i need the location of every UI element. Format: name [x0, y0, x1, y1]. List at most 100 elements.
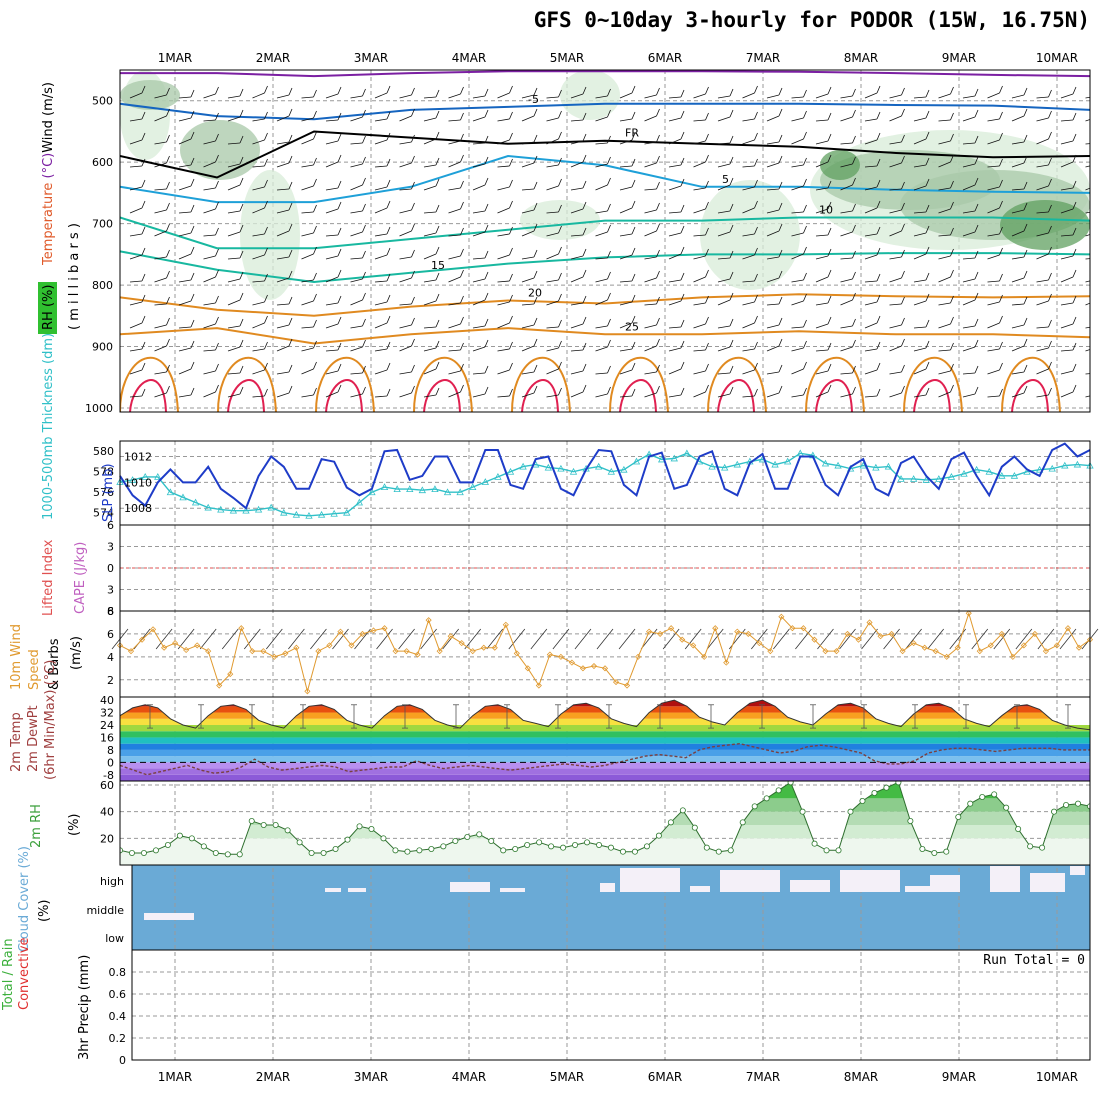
wind-barb-staff	[227, 231, 241, 237]
wind-speed-point	[987, 642, 994, 649]
wind-barb-flag	[362, 156, 366, 165]
wind-barb-flag	[582, 363, 587, 372]
wind-barb-flag	[974, 156, 979, 165]
wind-barb-staff	[325, 255, 339, 260]
wind-barb-staff	[889, 277, 902, 283]
rh2m-point	[943, 848, 950, 855]
wind-barb-flag	[754, 132, 758, 141]
rh-region	[560, 70, 620, 120]
wind-barb-flag	[190, 340, 195, 349]
cloud-gap	[905, 886, 930, 892]
wind-barb-staff	[546, 326, 559, 329]
rh2m-point	[584, 839, 591, 846]
wind-barb-flag	[166, 155, 170, 164]
wind-barb-staff	[497, 92, 510, 99]
wind-barb-staff	[864, 322, 878, 329]
wind-barb-staff	[301, 117, 314, 122]
wind-barb-flag	[950, 384, 954, 393]
thickness-point	[128, 476, 137, 483]
wind-speed-point	[811, 636, 818, 643]
wind-barb-flag	[729, 365, 734, 374]
wind-speed-point	[899, 648, 906, 655]
wind-barb-staff	[889, 141, 902, 145]
wind-barb-flag	[705, 316, 709, 325]
wind-barb-staff	[815, 323, 829, 329]
wind-barb-staff	[889, 115, 902, 122]
wind-barb-flag	[509, 158, 513, 167]
wind-barb-flag	[1072, 248, 1077, 257]
wind-barb-flag	[484, 365, 489, 374]
wind-barb-staff	[203, 140, 216, 145]
wind-speed-point	[491, 644, 498, 651]
wind-barb-flag	[484, 224, 489, 233]
wind-barb-flag	[631, 294, 636, 303]
wind-barb-staff	[546, 164, 559, 168]
rh2m-point	[859, 798, 866, 805]
wind-barb-staff	[1036, 326, 1049, 329]
date-label-bottom: 9MAR	[942, 1070, 977, 1084]
isotherm-line	[120, 250, 1090, 284]
rh-tick-label: 20	[100, 832, 114, 845]
wind-barb-flag	[558, 110, 562, 119]
wind-barb-flag	[558, 178, 562, 187]
wind-barb-flag	[803, 204, 807, 213]
wind-barb-staff	[276, 371, 290, 375]
wind-barb-staff	[472, 299, 486, 306]
wind-barb-flag	[337, 342, 342, 351]
wind-barb-flag	[239, 365, 244, 374]
wind-barb-staff	[1036, 138, 1049, 145]
wind-barb-staff	[154, 94, 167, 99]
wind-barb-staff	[350, 278, 363, 283]
wind-barb-flag	[313, 225, 317, 234]
wind-barb-staff	[203, 302, 216, 306]
wind-barb-10m	[1037, 628, 1055, 650]
wind-barb-flag	[607, 177, 611, 186]
wind-barb-flag	[631, 200, 636, 209]
wind-barb-staff	[864, 139, 878, 145]
wind-barb-staff	[178, 232, 192, 237]
wind-barb-flag	[386, 85, 391, 94]
wind-barb-flag	[533, 270, 538, 279]
wind-speed-point	[161, 644, 168, 651]
wind-barb-staff	[742, 186, 755, 191]
wind-barb-flag	[1023, 155, 1028, 164]
wind-barbs	[129, 85, 1090, 398]
wind-barb-staff	[178, 347, 192, 352]
wind-barb-flag	[901, 181, 905, 190]
wind-barb-flag	[215, 363, 219, 372]
wind-barb-flag	[803, 225, 807, 234]
wind-barb-flag	[460, 154, 464, 163]
wind-barb-staff	[1060, 187, 1074, 191]
wind-barb-staff	[374, 186, 388, 191]
wind-barb-staff	[644, 141, 657, 145]
wind-barb-staff	[374, 118, 388, 122]
thickness-point	[141, 473, 149, 480]
wind-speed-point	[734, 628, 741, 635]
wind-barb-flag	[778, 202, 783, 211]
wind-barb-flag	[876, 85, 881, 94]
wind-barb-flag	[729, 88, 734, 97]
rh2m-point	[919, 846, 926, 853]
wind-barb-staff	[644, 324, 657, 329]
wind-barb-staff	[203, 349, 216, 352]
wind-barb-staff	[497, 254, 510, 260]
rh2m-point	[404, 848, 411, 855]
slp-tick-label: 1010	[124, 476, 152, 489]
wind-barb-flag	[901, 108, 905, 117]
wind-barb-staff	[815, 161, 829, 168]
rh-region	[120, 80, 180, 110]
wind-speed-point	[921, 644, 928, 651]
wind-barb-flag	[264, 315, 268, 324]
wind-barb-flag	[778, 155, 783, 164]
wind-barb-staff	[325, 349, 339, 352]
wind-speed-point	[557, 653, 564, 660]
wind-barb-staff	[619, 322, 633, 329]
wind-barb-flag	[141, 158, 146, 167]
wind-barb-flag	[827, 86, 832, 95]
thickness-line	[119, 452, 1091, 517]
wind-barb-flag	[876, 226, 881, 235]
wind-barb-flag	[778, 249, 783, 258]
wind-speed-point	[612, 679, 620, 686]
cape-tick-label: 3	[107, 541, 114, 554]
date-label-top: 8MAR	[844, 51, 879, 65]
